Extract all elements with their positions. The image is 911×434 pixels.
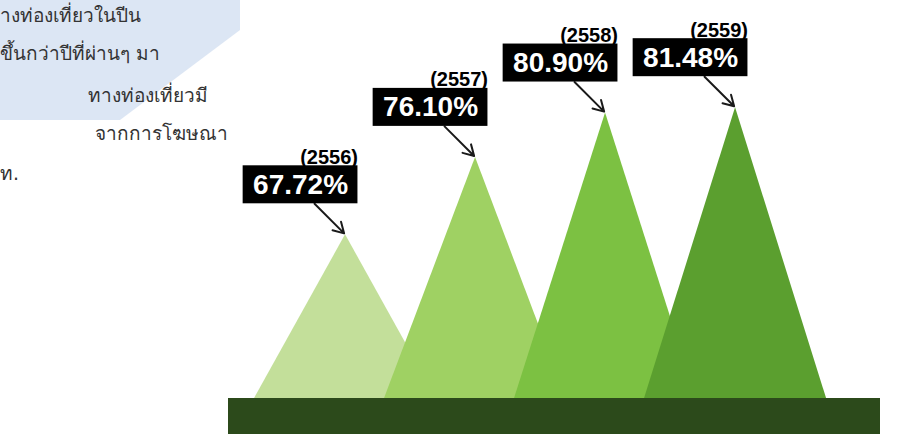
svg-text:(2557): (2557) xyxy=(430,68,488,90)
html-text:างท่องเที่ยวในปีน: างท่องเที่ยวในปีน xyxy=(0,4,141,26)
svg-text:(2559): (2559) xyxy=(690,19,748,41)
html-text:จากการโฆษณา: จากการโฆษณา xyxy=(95,122,228,144)
html-text:ท.: ท. xyxy=(0,162,19,184)
svg-text:67.72%: 67.72% xyxy=(253,169,348,200)
svg-text:81.48%: 81.48% xyxy=(643,42,738,73)
svg-text:80.90%: 80.90% xyxy=(513,47,608,78)
html-text:ขึ้นกว่าปีที่ผ่านๆ มา: ขึ้นกว่าปีที่ผ่านๆ มา xyxy=(0,42,160,64)
svg-text:(2556): (2556) xyxy=(300,146,358,168)
html-text:ทางท่องเที่ยวมี: ทางท่องเที่ยวมี xyxy=(88,84,208,106)
svg-text:76.10%: 76.10% xyxy=(383,91,478,122)
svg-text:(2558): (2558) xyxy=(560,24,618,46)
